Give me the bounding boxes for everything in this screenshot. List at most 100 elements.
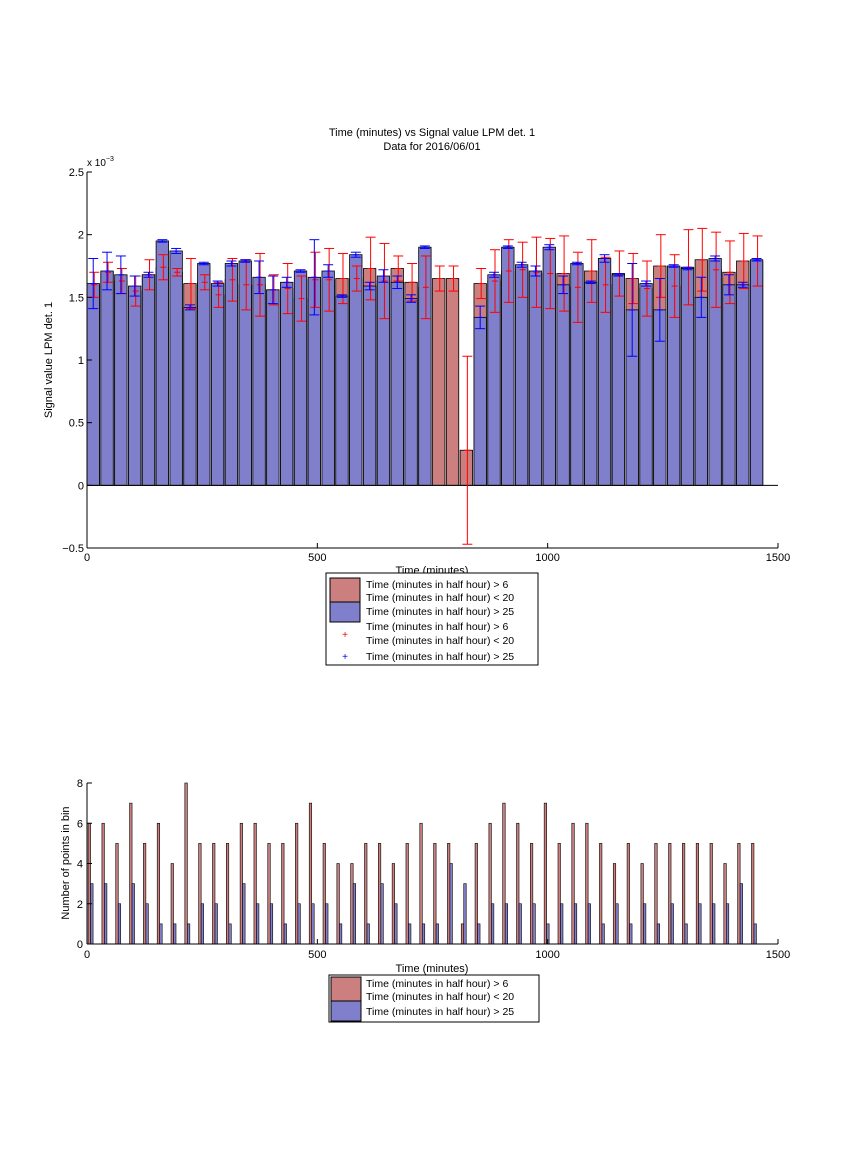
bar-blue (86, 283, 100, 486)
chart-title: Time (minutes) vs Signal value LPM det. … (329, 127, 535, 139)
count-bar-red (460, 923, 465, 945)
count-bar-blue (670, 903, 674, 945)
bar-blue (114, 274, 128, 486)
count-bar-red (391, 863, 395, 945)
legend-counts-chart: Time (minutes in half hour) > 6 Time (mi… (328, 974, 540, 1023)
count-bar-red (322, 843, 326, 945)
bar-blue (141, 274, 156, 486)
count-bar-blue (435, 923, 439, 945)
count-bar-red (253, 822, 257, 945)
legend-marker-red-plus: + (342, 630, 348, 641)
count-bar-blue (269, 903, 274, 945)
count-bar-red (115, 843, 119, 945)
count-bar-red (336, 863, 340, 945)
count-bar-blue (104, 883, 108, 945)
count-bar-red (543, 802, 547, 945)
count-bar-blue (643, 903, 647, 945)
count-bar-red (599, 843, 603, 945)
bar-blue (169, 250, 183, 486)
bar-blue (404, 298, 418, 486)
x-axis-label: Time (minutes) (396, 963, 469, 975)
count-bar-blue (421, 923, 426, 945)
count-bar-blue (366, 923, 370, 945)
y-tick-label: −0.5 (62, 543, 84, 555)
plot-area (87, 783, 778, 944)
count-bar-blue (753, 923, 757, 945)
count-bar-red (668, 843, 672, 945)
count-bar-blue (380, 883, 384, 945)
bar-blue (749, 259, 764, 486)
count-bar-red (695, 843, 699, 945)
x-tick-label: 500 (308, 949, 326, 961)
bar-blue (224, 263, 239, 486)
y-axis-exponent: x 10−3 (87, 156, 114, 169)
count-bar-blue (187, 923, 191, 945)
count-bar-blue (311, 903, 315, 945)
count-bar-blue (463, 883, 467, 945)
count-bar-blue (491, 903, 495, 945)
legend-label-bar-25: Time (minutes in half hour) > 25 (366, 606, 514, 618)
count-bar-red (433, 843, 437, 945)
bar-blue (280, 281, 294, 486)
legend-swatch-bar-25 (329, 601, 361, 623)
legend-box (328, 974, 540, 1023)
bar-blue (293, 270, 308, 486)
signal-chart: Time (minutes) vs Signal value LPM det. … (43, 127, 790, 577)
y-tick-label: 6 (77, 818, 83, 830)
y-tick-label: 2 (77, 899, 83, 911)
count-bar-blue (297, 903, 301, 945)
bar-blue (266, 289, 280, 486)
count-bar-red (129, 802, 133, 945)
bar-blue (487, 274, 501, 486)
bar-blue (362, 285, 377, 486)
bar-blue (570, 263, 584, 486)
y-tick-label: 0.5 (69, 418, 84, 430)
count-bar-red (295, 822, 299, 945)
legend-label-bar-25: Time (minutes in half hour) > 25 (366, 1006, 514, 1018)
x-tick-label: 0 (84, 949, 90, 961)
bar-blue (321, 270, 335, 486)
count-bar-blue (214, 903, 218, 945)
bar-blue (694, 296, 708, 486)
legend-swatch-bar-6-20 (329, 577, 361, 603)
legend-swatch-bar-25 (330, 1000, 362, 1022)
count-bar-blue (587, 903, 591, 945)
legend-label-bar-6-20-a: Time (minutes in half hour) > 6 (366, 579, 508, 591)
legend-label-bar-6-20-b: Time (minutes in half hour) < 20 (366, 991, 514, 1003)
bar-blue (376, 275, 391, 486)
x-tick-label: 500 (308, 552, 326, 564)
count-bar-blue (117, 903, 122, 945)
bar-blue (128, 285, 142, 486)
bar-blue (542, 246, 556, 486)
count-bar-blue (477, 923, 481, 945)
count-bar-blue (339, 923, 343, 945)
count-bar-red (557, 843, 561, 945)
count-bar-blue (449, 863, 453, 945)
x-tick-label: 1500 (766, 552, 790, 564)
bar-blue (639, 283, 653, 486)
bar-blue (155, 240, 169, 486)
y-tick-label: 1.5 (69, 292, 84, 304)
bar-red (445, 278, 460, 486)
bar-blue (611, 274, 625, 486)
bar-blue (584, 281, 598, 486)
count-bar-blue (242, 883, 246, 945)
count-bar-red (239, 822, 243, 945)
bar-blue (390, 281, 404, 486)
count-bar-red (156, 822, 160, 945)
legend-label-bar-6-20-a: Time (minutes in half hour) > 6 (366, 978, 508, 990)
x-tick-label: 0 (84, 552, 90, 564)
count-bar-blue (173, 923, 177, 945)
count-bar-blue (408, 923, 412, 945)
bar-blue (100, 270, 114, 486)
chart-subtitle: Data for 2016/06/01 (383, 141, 480, 153)
count-bar-red (737, 843, 741, 945)
bar-red (432, 278, 446, 486)
count-bar-red (350, 863, 354, 945)
bar-blue (708, 258, 722, 486)
count-bar-blue (283, 923, 287, 945)
bar-blue (210, 283, 225, 486)
count-bar-blue (325, 903, 329, 945)
bar-blue (667, 265, 681, 486)
